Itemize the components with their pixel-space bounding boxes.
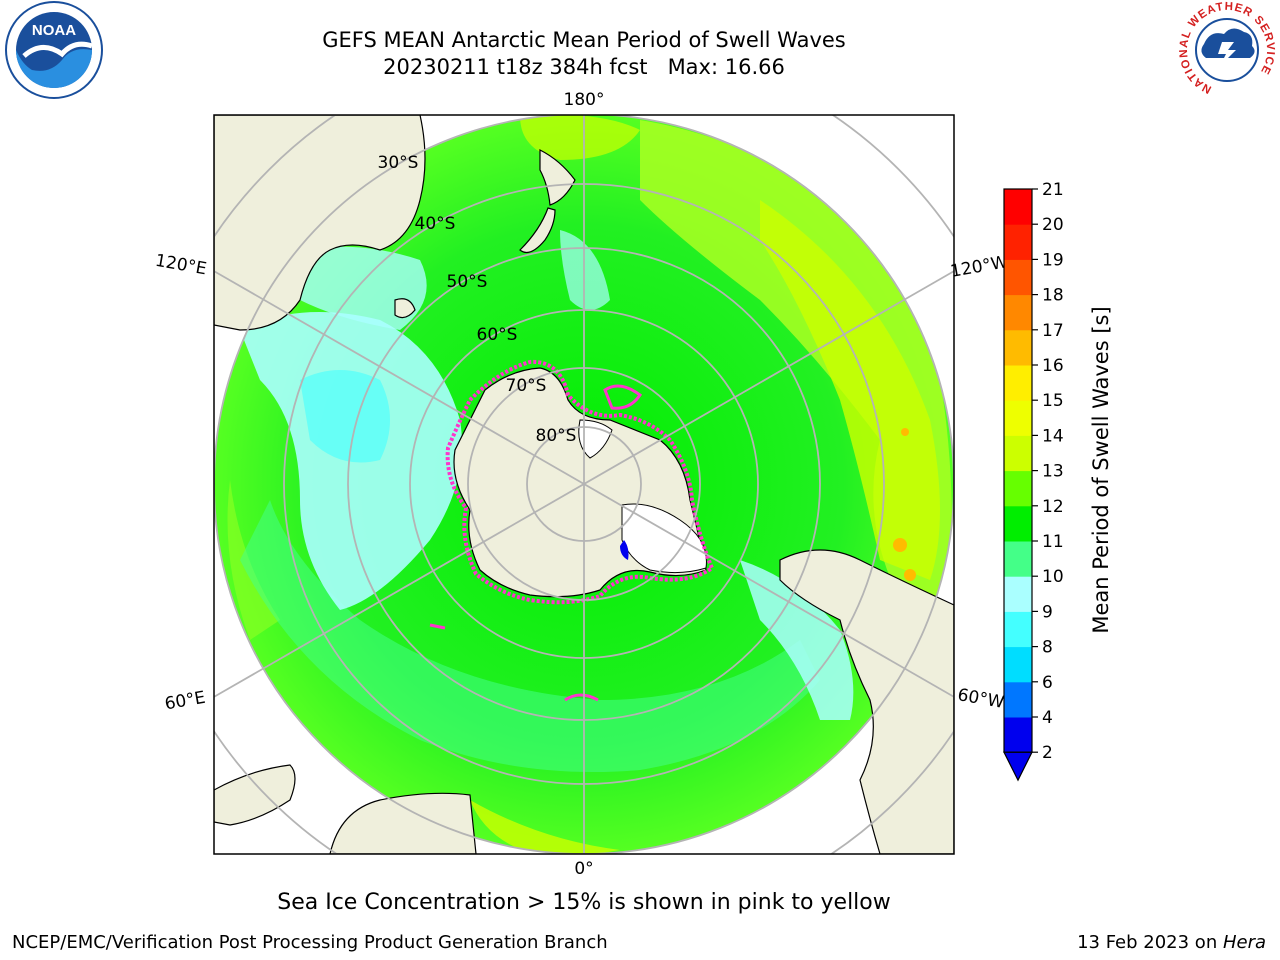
colorbar-tick-label: 9 [1042, 602, 1053, 622]
lat-label-70s: 70°S [506, 376, 547, 396]
noaa-logo-text: NOAA [32, 22, 76, 39]
date-stamp: 13 Feb 2023 on Hera [1077, 932, 1266, 953]
africa-landmass [329, 792, 477, 854]
colorbar-tick-label: 10 [1042, 567, 1064, 587]
colorbar-ticks: 2 4 6 8 9 10 11 12 13 14 15 16 17 18 19 20 21 [1032, 180, 1064, 763]
colorbar-extend-triangle [1003, 751, 1033, 782]
colorbar-segment [1004, 717, 1032, 753]
sea-ice-edge [445, 359, 715, 605]
colorbar-label: Mean Period of Swell Waves [s] [1089, 306, 1113, 633]
colorbar-segment [1004, 189, 1032, 225]
colorbar-segment [1004, 224, 1032, 260]
lat-label-50s: 50°S [447, 272, 488, 292]
nws-logo: NATIONAL WEATHER SERVICE [1178, 1, 1275, 98]
madagascar-landmass [214, 764, 296, 826]
map-subtitle: 20230211 t18z 384h fcst Max: 16.66 [383, 55, 785, 79]
lon-label-120e: 120°E [154, 251, 208, 280]
colorbar-segment [1004, 470, 1032, 507]
colorbar-segment [1004, 329, 1032, 366]
lon-label-0: 0° [574, 859, 593, 879]
colorbar-segment [1004, 435, 1032, 472]
lat-label-40s: 40°S [415, 214, 456, 234]
lon-label-60e: 60°E [163, 688, 207, 715]
sea-ice-fleck [429, 623, 446, 630]
colorbar-tick-label: 21 [1042, 180, 1064, 200]
colorbar-segment [1004, 259, 1032, 296]
colorbar-tick-label: 8 [1042, 638, 1053, 658]
credit-text: NCEP/EMC/Verification Post Processing Pr… [12, 932, 608, 953]
colorbar-tick-label: 14 [1042, 426, 1064, 446]
lat-label-80s: 80°S [536, 426, 577, 446]
lat-label-30s: 30°S [378, 153, 419, 173]
south-america-landmass [779, 549, 954, 854]
colorbar-segment [1004, 681, 1032, 718]
map-frame [213, 114, 955, 855]
lat-label-60s: 60°S [477, 325, 518, 345]
short-period-patch [620, 540, 629, 560]
ross-ice-shelf [578, 419, 613, 459]
sea-ice-note: Sea Ice Concentration > 15% is shown in … [277, 890, 891, 915]
colorbar: 2 4 6 8 9 10 11 12 13 14 15 16 17 18 19 20 21 Mean Perio… [1003, 180, 1113, 782]
new-zealand-south [519, 207, 556, 253]
colorbar-tick-label: 19 [1042, 250, 1064, 270]
new-zealand-north [539, 149, 576, 206]
colorbar-segment [1004, 541, 1032, 577]
sea-ice-patch [603, 384, 643, 410]
machine-name: Hera [1222, 932, 1266, 953]
sea-ice-fleck-2 [564, 693, 599, 702]
colorbar-tick-label: 16 [1042, 356, 1064, 376]
tasmania-landmass [394, 298, 416, 319]
colorbar-tick-label: 20 [1042, 215, 1064, 235]
colorbar-segments [1003, 188, 1033, 782]
colorbar-segment [1004, 576, 1032, 612]
weddell-ice-shelf [621, 503, 707, 574]
colorbar-segment [1004, 400, 1032, 436]
colorbar-tick-label: 17 [1042, 321, 1064, 341]
colorbar-segment [1004, 365, 1032, 401]
lon-label-180: 180° [564, 90, 605, 110]
map-title: GEFS MEAN Antarctic Mean Period of Swell… [322, 28, 846, 52]
colorbar-segment [1004, 294, 1032, 331]
noaa-logo: NOAA [5, 1, 103, 99]
colorbar-tick-label: 18 [1042, 286, 1064, 306]
colorbar-segment [1004, 611, 1032, 648]
colorbar-tick-label: 13 [1042, 462, 1064, 482]
colorbar-tick-label: 12 [1042, 497, 1064, 517]
graticule [214, 115, 954, 854]
date-text: 13 Feb 2023 on [1077, 932, 1223, 953]
colorbar-tick-label: 6 [1042, 673, 1053, 693]
colorbar-segment [1004, 646, 1032, 683]
colorbar-tick-label: 2 [1042, 743, 1053, 763]
colorbar-segment [1004, 505, 1032, 542]
colorbar-tick-label: 11 [1042, 532, 1064, 552]
colorbar-tick-label: 15 [1042, 391, 1064, 411]
colorbar-tick-label: 4 [1042, 708, 1053, 728]
